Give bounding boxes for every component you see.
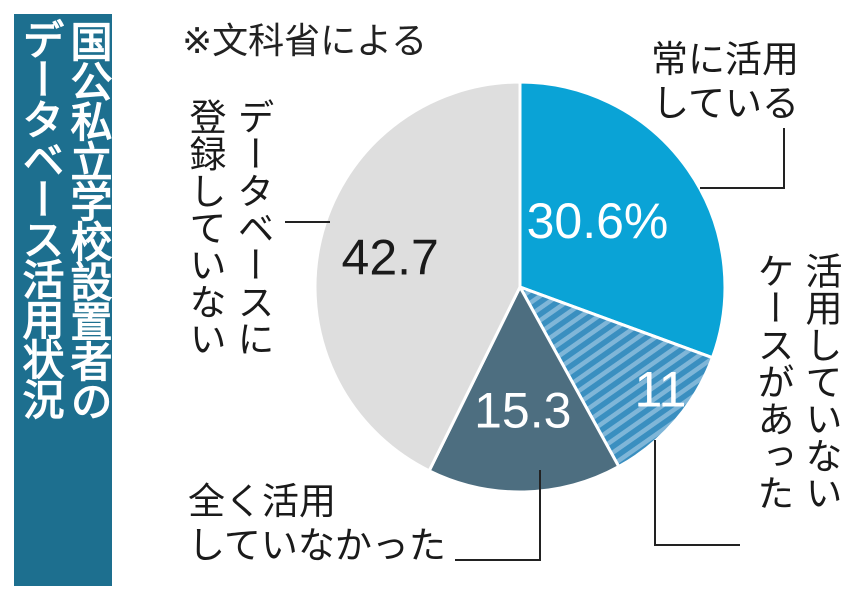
- label-never-line1: 全く活用: [188, 480, 336, 523]
- value-never: 15.3: [474, 382, 571, 438]
- label-unregistered-col1: データベースに: [231, 98, 274, 357]
- title-line-2: データベース活用状況: [16, 18, 65, 418]
- label-never: 全く活用 していなかった: [188, 480, 446, 568]
- label-unregistered-col2: 登録していない: [183, 98, 226, 357]
- label-cases-not-col1: 活用していない: [799, 252, 842, 511]
- label-never-line2: していなかった: [188, 524, 446, 567]
- title-line-1: 国公私立学校設置者の: [64, 20, 113, 420]
- slice-cases-not: [516, 284, 715, 469]
- leader-cases-not: [654, 440, 740, 546]
- slice-unregistered: [313, 80, 522, 473]
- value-always: 30.6%: [527, 193, 669, 249]
- leader-never: [455, 470, 541, 561]
- value-cases-not: 11.4: [634, 361, 728, 417]
- leader-always: [700, 128, 785, 189]
- slice-never: [427, 283, 621, 494]
- label-always: 常に活用 している: [651, 38, 799, 126]
- slice-always: [518, 80, 727, 360]
- label-always-line1: 常に活用: [651, 38, 799, 81]
- label-cases-not-col2: ケースがあった: [751, 252, 794, 511]
- value-unregistered: 42.7: [342, 230, 439, 286]
- label-always-line2: している: [652, 82, 799, 125]
- title-bar: 国公私立学校設置者の データベース活用状況: [14, 14, 113, 586]
- source-note: ※文科省による: [182, 21, 428, 62]
